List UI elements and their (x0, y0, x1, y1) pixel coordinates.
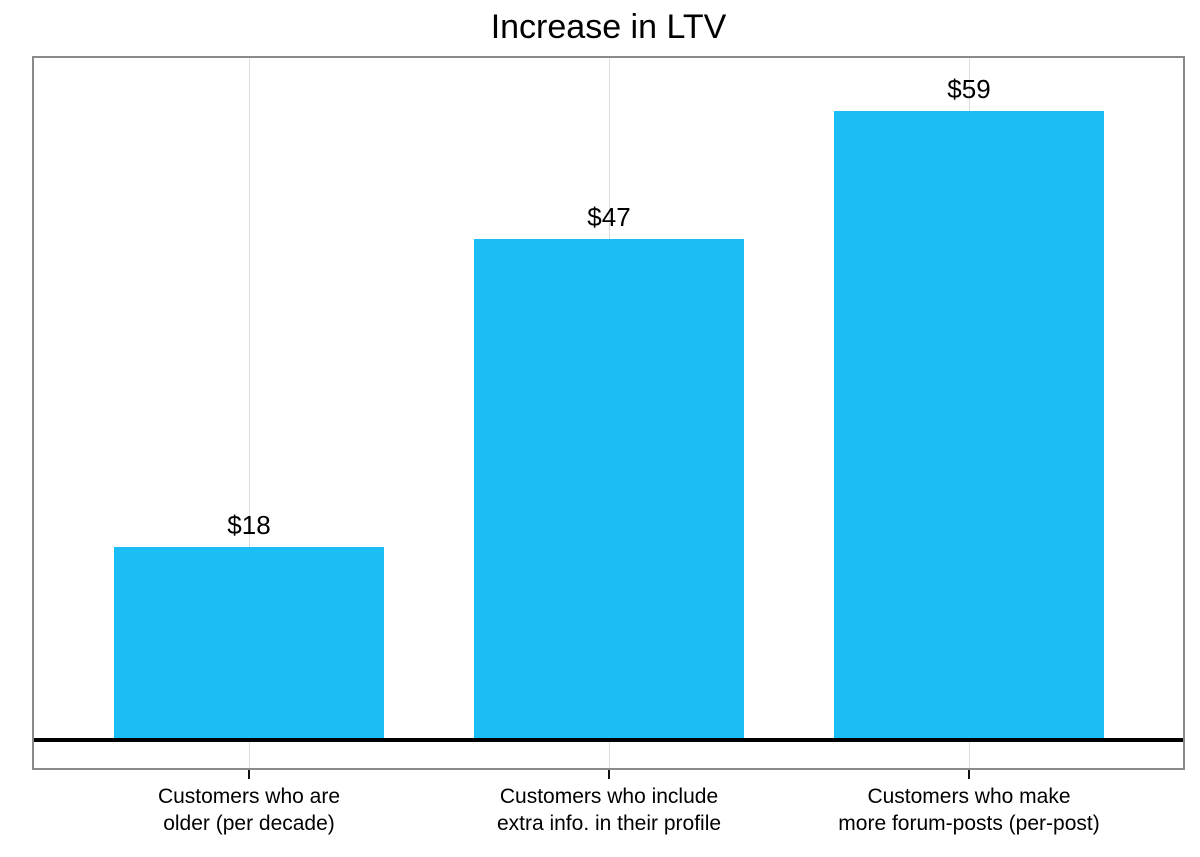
plot-area: $18 $47 $59 (32, 56, 1185, 770)
x-category-label-line: extra info. in their profile (496, 812, 722, 835)
x-tick (248, 770, 250, 779)
x-category-label: Customers who include extra info. in thei… (429, 783, 789, 837)
bar-value-label: $18 (227, 510, 271, 540)
x-category-label-line: Customers who include (499, 785, 719, 808)
chart-title: Increase in LTV (490, 8, 727, 46)
bar-value-label: $59 (947, 74, 991, 104)
x-category-label-line: Customers who make (867, 785, 1071, 808)
x-category-label-line: more forum-posts (per-post) (838, 812, 1100, 835)
x-category-label-line: older (per decade) (163, 812, 335, 835)
bar-value-label: $47 (587, 202, 631, 232)
gridline (248, 58, 250, 768)
x-tick (608, 770, 610, 779)
x-axis-zero-line (34, 738, 1183, 742)
x-category-label: Customers who make more forum-posts (per-… (789, 783, 1149, 837)
x-category-label: Customers who are older (per decade) (69, 783, 429, 837)
bar (834, 111, 1104, 738)
bar (114, 547, 384, 738)
bar (474, 239, 744, 738)
x-tick (968, 770, 970, 779)
x-category-label-line: Customers who are (157, 785, 341, 808)
